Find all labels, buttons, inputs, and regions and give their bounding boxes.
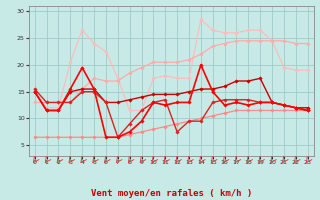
Text: Vent moyen/en rafales ( km/h ): Vent moyen/en rafales ( km/h )	[91, 189, 252, 198]
